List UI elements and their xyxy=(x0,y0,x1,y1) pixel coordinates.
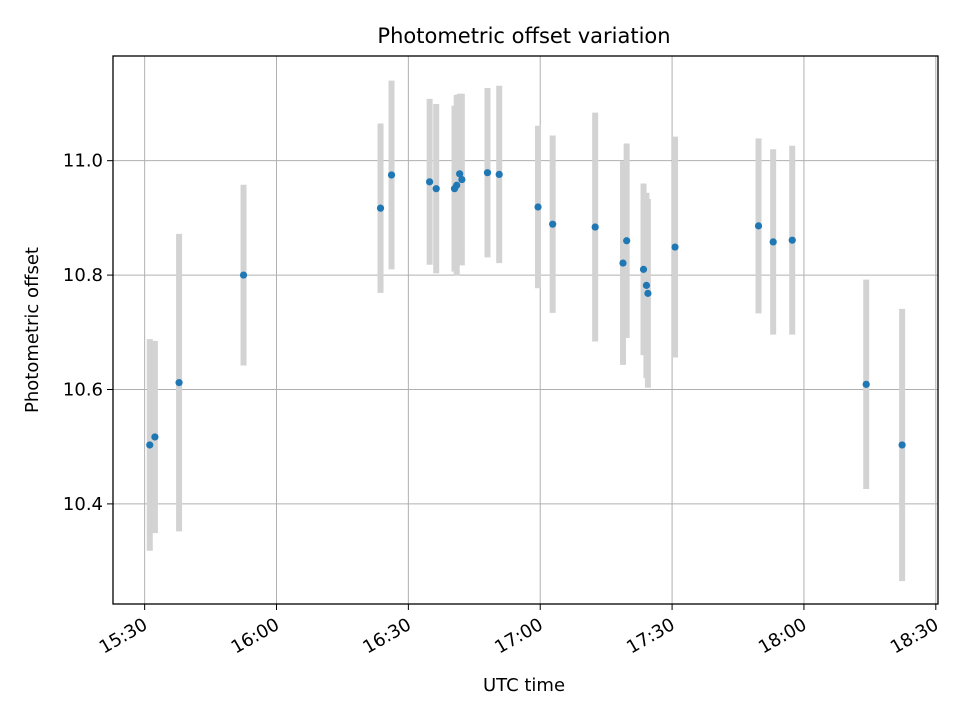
data-point xyxy=(534,203,542,211)
y-tick-label: 11.0 xyxy=(63,151,103,172)
x-axis-label: UTC time xyxy=(483,675,565,696)
x-tick-label: 16:00 xyxy=(228,614,283,658)
data-point xyxy=(591,223,599,231)
data-point xyxy=(456,170,464,178)
grid-lines xyxy=(113,56,938,604)
data-point xyxy=(151,433,159,441)
data-point xyxy=(239,271,248,279)
data-point xyxy=(623,237,631,245)
y-axis-label: Photometric offset xyxy=(22,247,43,413)
x-tick-label: 18:00 xyxy=(755,614,810,658)
data-point xyxy=(426,178,434,186)
data-point xyxy=(619,259,627,267)
data-point xyxy=(671,243,679,251)
x-tick-label: 15:30 xyxy=(96,614,151,658)
x-tick-label: 18:30 xyxy=(887,614,942,658)
data-point xyxy=(387,171,396,179)
data-point xyxy=(453,181,461,189)
data-point xyxy=(769,238,777,246)
data-point xyxy=(495,170,503,179)
data-point xyxy=(644,289,652,297)
data-point xyxy=(862,380,870,388)
data-point xyxy=(788,236,796,244)
chart-title: Photometric offset variation xyxy=(377,24,670,48)
x-tick-label: 16:30 xyxy=(359,614,414,658)
data-point xyxy=(175,379,183,387)
data-point xyxy=(376,204,385,212)
y-axis-ticks: 10.4 10.6 10.8 11.0 xyxy=(63,151,113,515)
data-point xyxy=(146,441,154,449)
y-tick-label: 10.4 xyxy=(63,494,103,515)
data-point xyxy=(642,281,651,289)
x-axis-ticks: 15:30 16:00 16:30 17:00 17:30 18:00 18:30 xyxy=(96,604,942,658)
data-point xyxy=(898,441,906,449)
data-points xyxy=(146,169,906,449)
y-tick-label: 10.8 xyxy=(63,265,103,286)
data-point xyxy=(754,222,763,230)
data-point xyxy=(432,185,440,193)
data-point xyxy=(483,169,492,177)
plot-frame xyxy=(112,55,939,605)
y-tick-label: 10.6 xyxy=(63,379,103,400)
data-point xyxy=(639,265,648,273)
data-point xyxy=(458,175,466,184)
x-tick-label: 17:00 xyxy=(491,614,546,658)
data-point xyxy=(549,220,557,228)
x-tick-label: 17:30 xyxy=(623,614,678,658)
error-bars xyxy=(146,80,906,582)
